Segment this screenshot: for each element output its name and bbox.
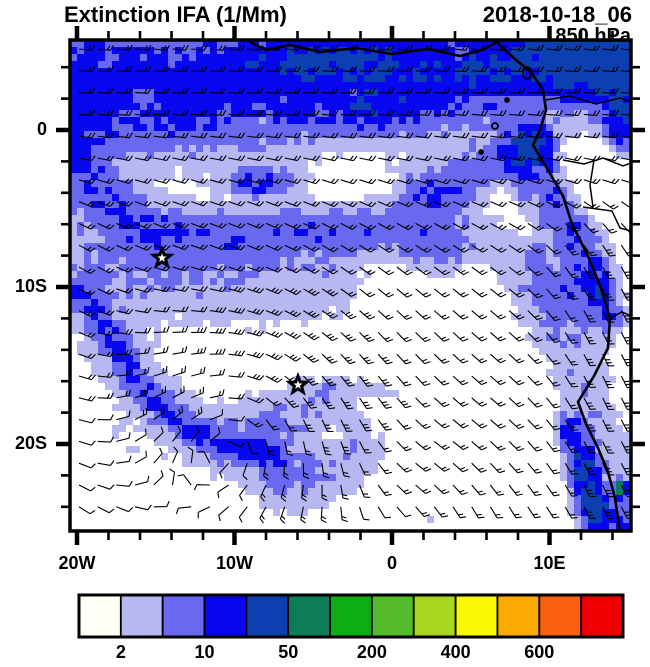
axis-ticks: [56, 26, 645, 545]
colorbar-cell-2: [161, 594, 206, 638]
y-axis-label: 20S: [14, 433, 47, 453]
colorbar-cell-4: [245, 594, 290, 638]
page-title: Extinction IFA (1/Mm): [64, 2, 287, 27]
colorbar-cell-12: [580, 594, 624, 638]
country-border: [582, 206, 631, 232]
extinction-field: [70, 40, 631, 531]
colorbar-label: 400: [440, 642, 471, 662]
datetime-label: 2018-10-18_06: [482, 2, 632, 27]
colorbar-cell-1: [119, 594, 164, 638]
colorbar-cell-0: [78, 594, 122, 638]
colorbar-cell-3: [203, 594, 248, 638]
x-axis-label: 10E: [533, 553, 566, 573]
station-star-marker: [285, 371, 311, 396]
island-outline: [522, 66, 532, 80]
colorbar-cell-9: [454, 594, 499, 638]
x-axis-label: 10W: [215, 553, 253, 573]
colorbar-cell-7: [371, 594, 415, 638]
colorbar-label: 600: [524, 642, 555, 662]
colorbar: [77, 593, 625, 639]
colorbar-outline: [77, 593, 625, 639]
colorbar-cell-6: [329, 594, 373, 638]
x-axis-label: 0: [386, 553, 397, 573]
coastline: [249, 40, 622, 531]
island-outline: [478, 149, 484, 155]
x-axis-label: 20W: [58, 553, 96, 573]
island-outline: [504, 97, 510, 103]
country-border: [544, 95, 631, 105]
pressure-level-label: 850 hPa: [555, 25, 631, 47]
station-star-marker: [149, 244, 175, 269]
colorbar-cell-5: [287, 594, 331, 638]
y-axis-label: 10S: [14, 276, 47, 296]
colorbar-label: 200: [356, 642, 387, 662]
geography-layer: [249, 40, 631, 531]
y-axis-label: 0: [36, 119, 47, 139]
island-outline: [491, 122, 499, 130]
country-border: [589, 159, 595, 208]
colorbar-label: 50: [278, 642, 299, 662]
colorbar-label: 2: [115, 642, 126, 662]
colorbar-cell-8: [412, 594, 457, 638]
colorbar-cell-10: [496, 594, 541, 638]
colorbar-label: 10: [194, 642, 215, 662]
wind-barbs: [78, 44, 631, 524]
colorbar-cell-11: [538, 594, 583, 638]
